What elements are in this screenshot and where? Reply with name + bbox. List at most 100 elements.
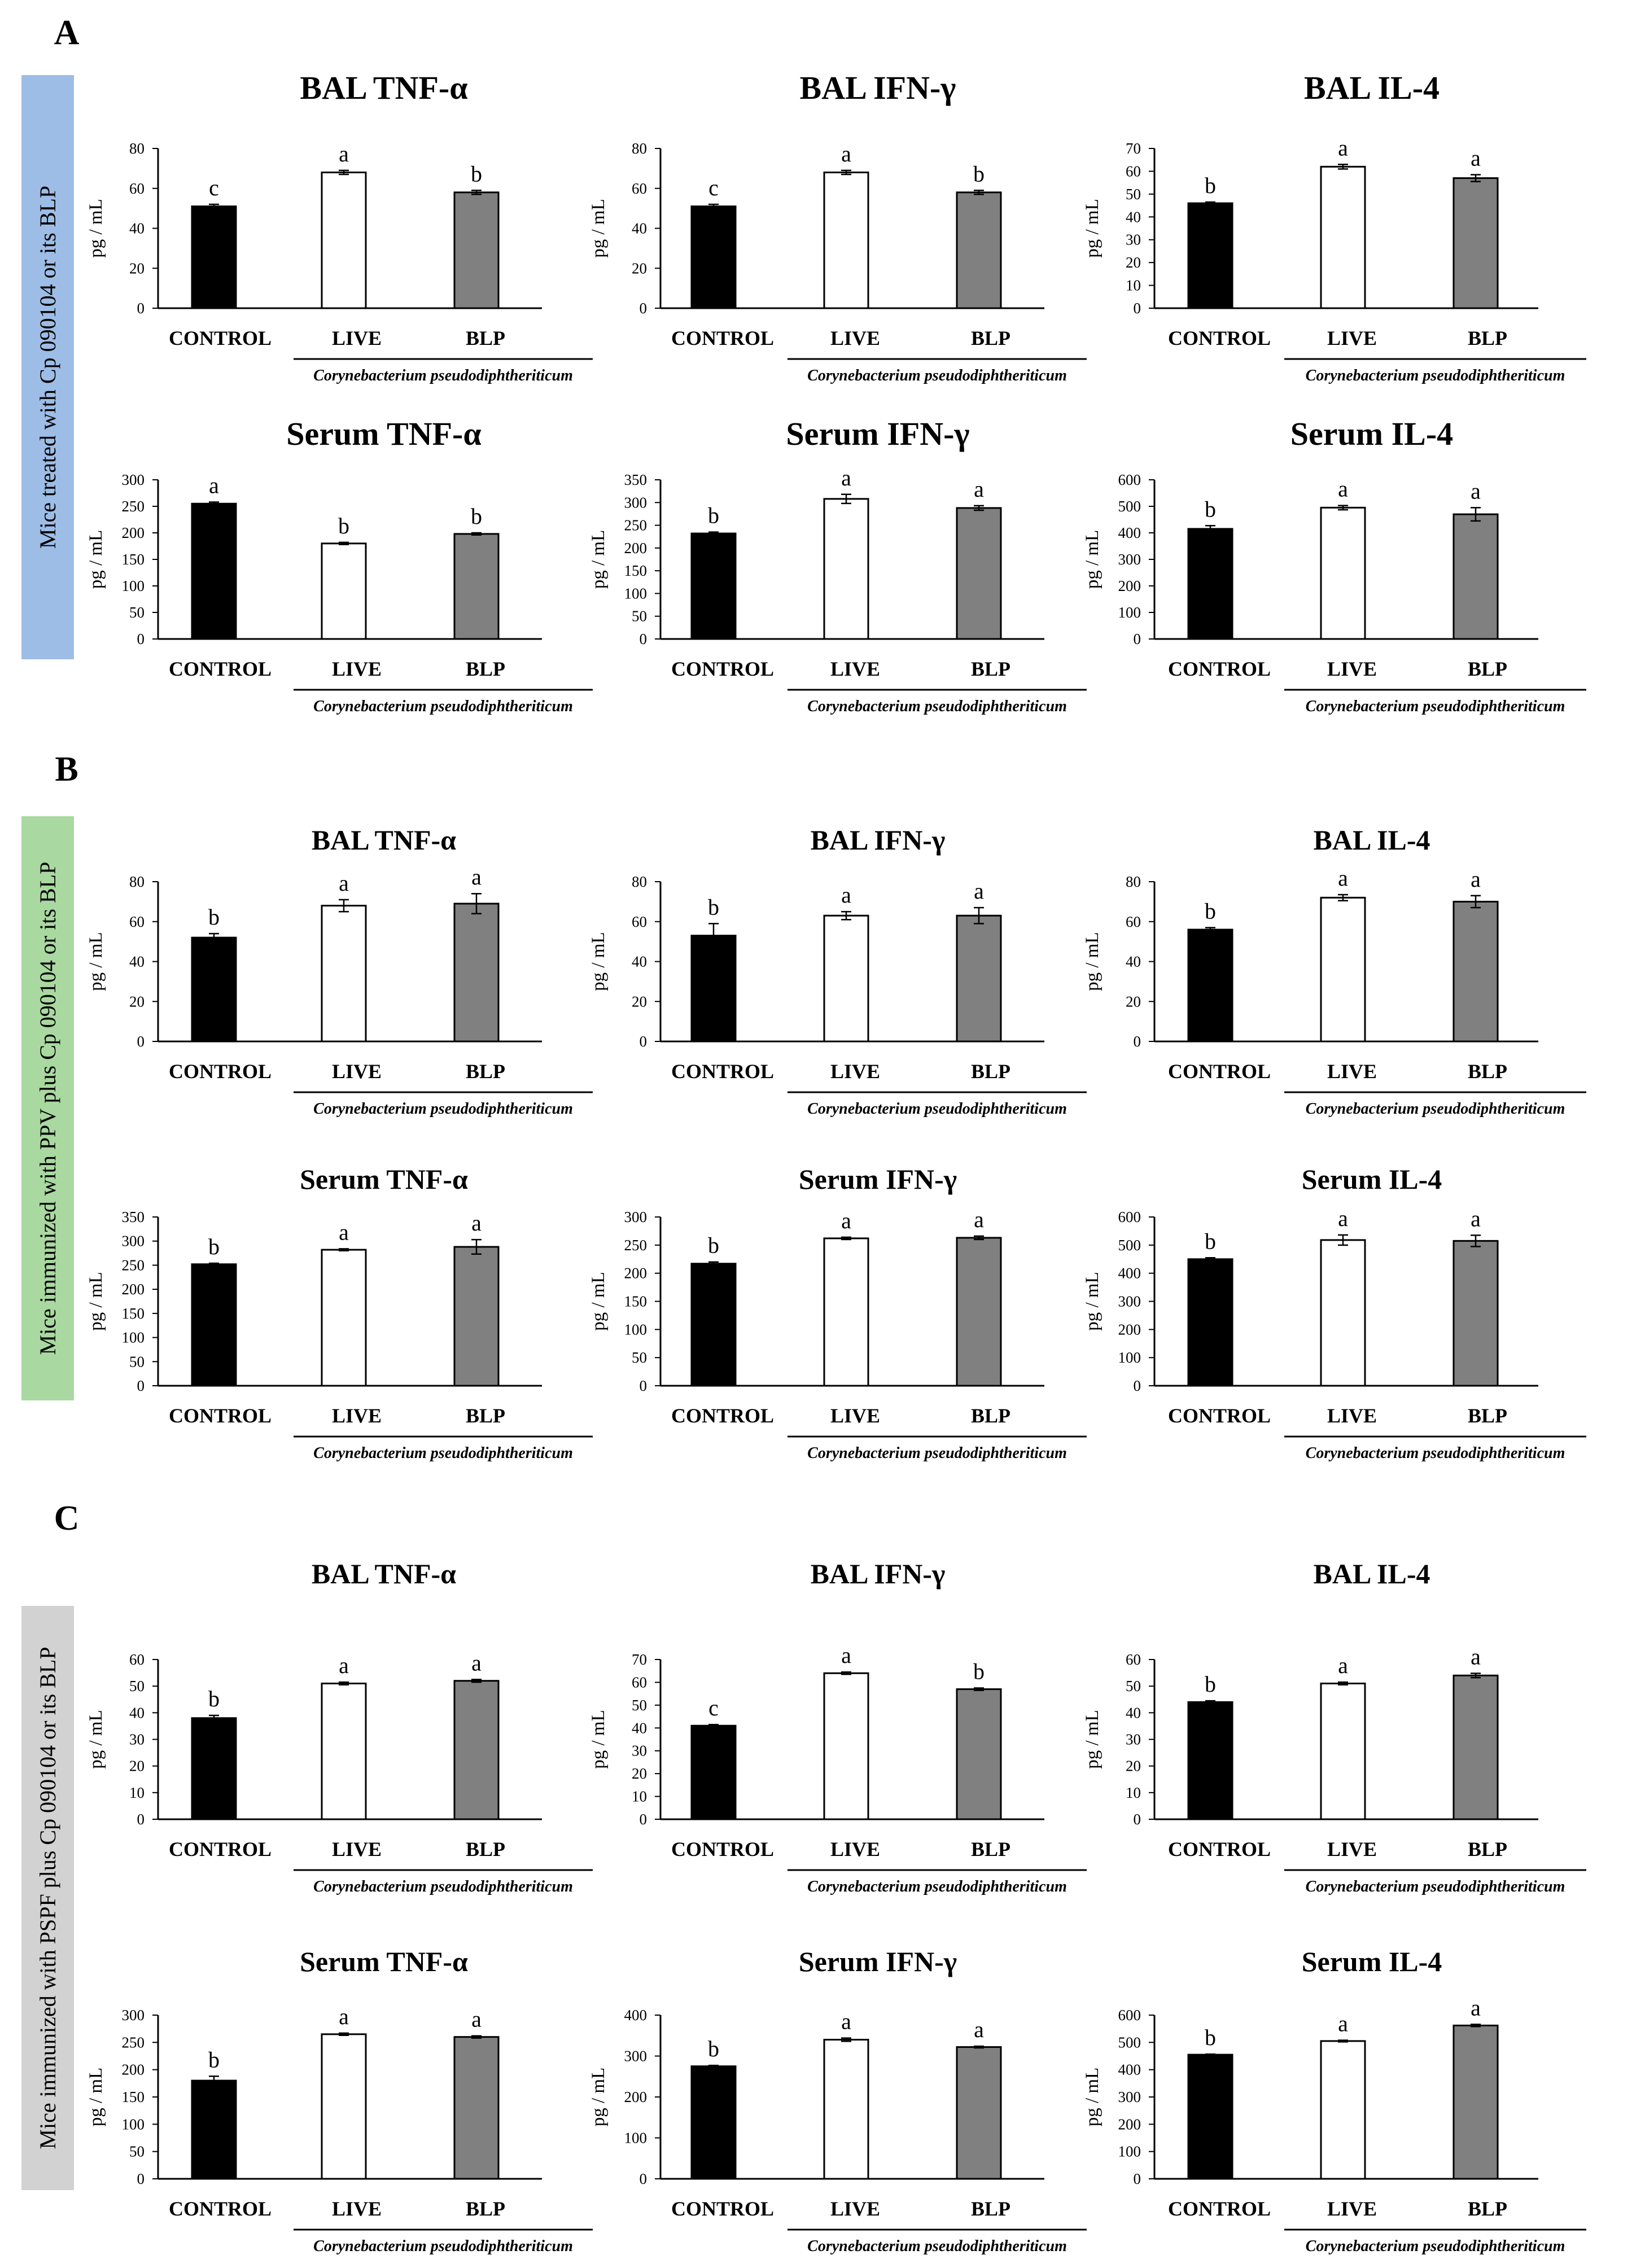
- chart-B-4-significance-letter: a: [471, 1210, 482, 1236]
- chart-C-1-significance-letter: a: [471, 1650, 482, 1675]
- chart-A-6-tick-label: 0: [1134, 631, 1141, 647]
- side-label-A: Mice treated with Cp 090104 or its BLP: [35, 186, 60, 549]
- chart-A-5-tick-label: 0: [640, 631, 648, 647]
- chart-C-3-tick-label: 0: [1134, 1811, 1141, 1828]
- chart-B-4-category-label: LIVE: [332, 1404, 382, 1427]
- chart-A-3-significance-letter: a: [1471, 145, 1481, 170]
- chart-C-3-significance-letter: a: [1471, 1644, 1481, 1670]
- chart-A-4-category-label: CONTROL: [169, 658, 272, 680]
- chart-C-2-tick-label: 70: [632, 1651, 647, 1668]
- chart-B-6-tick-label: 400: [1118, 1265, 1141, 1282]
- chart-A-5-significance-letter: b: [708, 503, 719, 528]
- side-band-C: [21, 1606, 74, 2190]
- chart-A-5-category-label: BLP: [971, 658, 1010, 680]
- side-band-B: [21, 816, 74, 1400]
- chart-A-6-y-label: pg / mL: [1082, 530, 1102, 589]
- chart-B-6-tick-label: 200: [1118, 1321, 1141, 1338]
- chart-C-2-category-label: CONTROL: [671, 1838, 774, 1860]
- chart-B-1-tick-label: 60: [129, 913, 145, 930]
- chart-B-3-bar-blp: [1453, 900, 1499, 1043]
- chart-A-2-bar-control: [690, 205, 737, 309]
- chart-C-6-significance-letter: a: [1471, 1995, 1481, 2020]
- chart-A-2-bar-blp: [956, 191, 1002, 309]
- side-band-A: [21, 75, 74, 659]
- chart-A-5-bar-blp: [956, 507, 1002, 640]
- chart-A-3-tick-label: 10: [1126, 277, 1141, 294]
- chart-C-5-tick-label: 0: [640, 2170, 648, 2187]
- chart-C-5-bar-blp: [956, 2046, 1002, 2180]
- chart-C-4-significance-letter: a: [471, 2007, 482, 2032]
- chart-A-4-significance-letter: b: [471, 503, 482, 529]
- chart-B-2-bar-control: [690, 935, 737, 1043]
- chart-C-6-bar-control: [1187, 2054, 1233, 2180]
- chart-B-5-significance-letter: a: [841, 1208, 851, 1233]
- chart-C-5-bar-live: [823, 2039, 869, 2180]
- chart-A-6-tick-label: 100: [1118, 604, 1141, 621]
- chart-B-5-tick-label: 0: [640, 1377, 648, 1394]
- chart-B-5-species-label: Corynebacterium pseudodiphtheriticum: [807, 1444, 1067, 1462]
- chart-C-1-bar-control: [191, 1717, 237, 1820]
- chart-B-4-tick-label: 0: [137, 1377, 145, 1394]
- chart-A-5-tick-label: 350: [624, 471, 648, 488]
- chart-C-2-significance-letter: b: [973, 1659, 985, 1684]
- chart-B-1-significance-letter: a: [339, 870, 349, 896]
- chart-C-5-significance-letter: b: [708, 2036, 719, 2061]
- chart-C-1-tick-label: 60: [129, 1651, 145, 1668]
- chart-B-5-tick-label: 100: [624, 1321, 648, 1338]
- chart-A-5-category-label: LIVE: [830, 658, 880, 680]
- chart-C-6-bar-live: [1320, 2040, 1366, 2180]
- chart-C-3-tick-label: 40: [1126, 1704, 1141, 1721]
- chart-B-2-tick-label: 20: [632, 993, 647, 1010]
- chart-A-3-bar-control: [1187, 202, 1233, 309]
- chart-A-5-tick-label: 200: [624, 540, 648, 557]
- chart-C-6-category-label: BLP: [1468, 2197, 1507, 2220]
- chart-B-2-tick-label: 80: [632, 873, 647, 890]
- chart-B-3-tick-label: 60: [1126, 913, 1141, 930]
- chart-C-5-category-label: LIVE: [830, 2197, 880, 2220]
- chart-C-5-bar-control: [690, 2065, 737, 2180]
- chart-A-5-significance-letter: a: [974, 476, 984, 502]
- chart-B-2-bar-live: [823, 914, 869, 1043]
- chart-C-3-category-label: BLP: [1468, 1838, 1507, 1860]
- chart-B-2-significance-letter: a: [974, 878, 984, 904]
- chart-C-4-category-label: CONTROL: [169, 2197, 272, 2220]
- chart-B-4-tick-label: 150: [122, 1305, 145, 1322]
- chart-B-4-species-label: Corynebacterium pseudodiphtheriticum: [313, 1444, 573, 1462]
- chart-A-6-species-label: Corynebacterium pseudodiphtheriticum: [1306, 698, 1565, 715]
- chart-A-2-tick-label: 80: [632, 140, 647, 157]
- chart-C-4-category-label: LIVE: [332, 2197, 382, 2220]
- chart-B-3-bar-control: [1187, 929, 1233, 1043]
- chart-A-5-tick-label: 250: [624, 517, 648, 534]
- chart-C-1-bar-live: [321, 1682, 367, 1820]
- chart-B-6-title: Serum IL-4: [1302, 1163, 1442, 1195]
- chart-A-6-tick-label: 400: [1118, 524, 1141, 541]
- chart-A-1-bar-blp: [453, 191, 500, 309]
- chart-A-4-tick-label: 300: [122, 471, 145, 488]
- chart-C-3-significance-letter: a: [1338, 1653, 1348, 1678]
- chart-B-6-category-label: LIVE: [1327, 1404, 1377, 1427]
- chart-A-1-category-label: BLP: [466, 327, 505, 349]
- chart-C-3-bar-blp: [1453, 1674, 1499, 1820]
- chart-C-2-significance-letter: a: [841, 1643, 851, 1668]
- chart-B-5-significance-letter: b: [708, 1233, 719, 1258]
- chart-A-6-tick-label: 500: [1118, 498, 1141, 515]
- chart-C-3-significance-letter: b: [1205, 1671, 1216, 1697]
- chart-C-5-tick-label: 300: [624, 2048, 648, 2065]
- chart-B-4-category-label: CONTROL: [169, 1404, 272, 1427]
- chart-A-2-category-label: CONTROL: [671, 327, 774, 349]
- chart-B-6-significance-letter: a: [1471, 1206, 1481, 1231]
- chart-A-6-significance-letter: b: [1205, 496, 1216, 522]
- chart-B-2-significance-letter: a: [841, 882, 851, 908]
- chart-B-5-y-label: pg / mL: [588, 1272, 609, 1331]
- chart-C-1-tick-label: 40: [129, 1704, 145, 1721]
- chart-C-2-tick-label: 50: [632, 1697, 647, 1714]
- chart-C-1-tick-label: 20: [129, 1758, 145, 1775]
- chart-C-4-tick-label: 50: [129, 2143, 145, 2160]
- chart-A-3-tick-label: 70: [1126, 140, 1141, 157]
- chart-A-3-category-label: LIVE: [1327, 327, 1377, 349]
- chart-C-6-tick-label: 100: [1118, 2143, 1141, 2160]
- chart-C-4-tick-label: 0: [137, 2170, 145, 2187]
- section-letter-B: B: [55, 750, 78, 789]
- chart-A-3-species-label: Corynebacterium pseudodiphtheriticum: [1306, 367, 1565, 384]
- chart-B-3-tick-label: 20: [1126, 993, 1141, 1010]
